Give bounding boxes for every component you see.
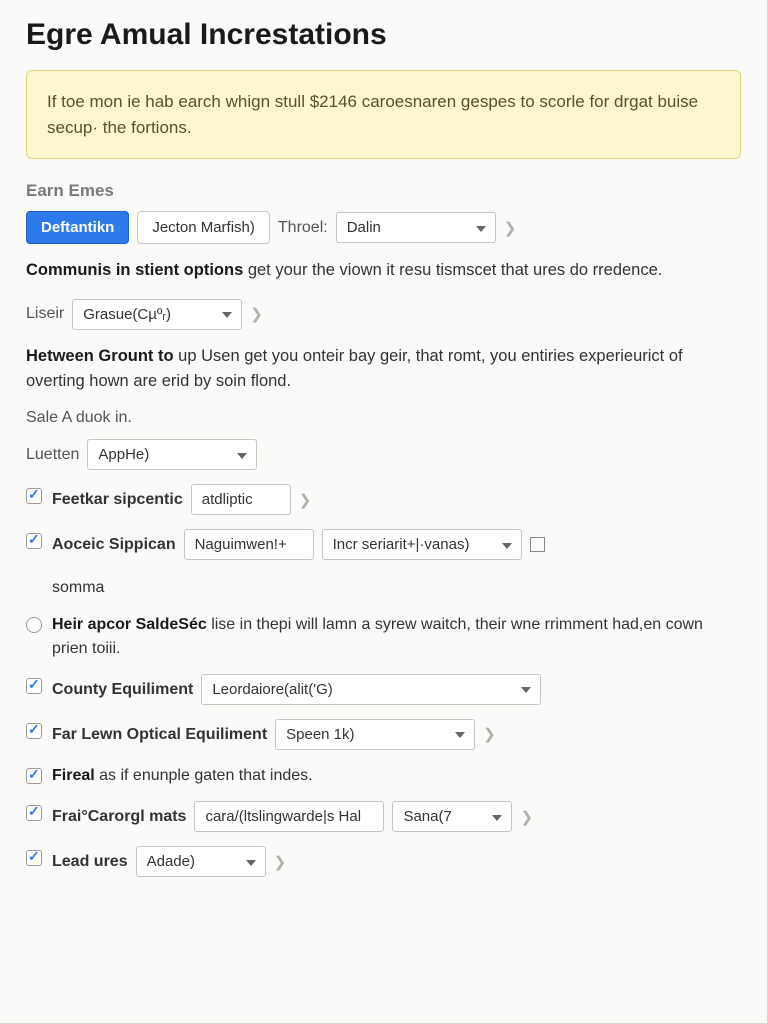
throel-select-value: Dalin — [347, 219, 381, 236]
help-icon[interactable]: ❯ — [274, 853, 287, 871]
luetten-row: Luetten ApрHе) — [26, 439, 741, 470]
help-icon[interactable]: ❯ — [299, 491, 312, 509]
option-county: County Equiliment Leordaiore(alit('G) — [26, 674, 741, 705]
info-banner: If toe mon ie hab earch whign stull $214… — [26, 70, 741, 159]
sale-label: Sale A duok in. — [26, 409, 741, 427]
settings-panel: Egre Amual Increstations If toe mon ie h… — [0, 0, 768, 1024]
liseir-row: Liseir Grasue(Cµºᵣ) ❯ — [26, 299, 741, 330]
frai-label: Frai°Carorgl mats — [52, 805, 186, 828]
throel-label: Throel: — [278, 219, 328, 237]
feetkar-checkbox[interactable] — [26, 488, 42, 504]
liseir-label: Liseir — [26, 305, 64, 323]
county-select[interactable]: Leordaiore(alit('G) — [201, 674, 541, 705]
farlewn-checkbox[interactable] — [26, 723, 42, 739]
frai-select[interactable]: Sana(7 — [392, 801, 512, 832]
liseir-select-value: Grasue(Cµºᵣ) — [83, 306, 171, 323]
lead-checkbox[interactable] — [26, 850, 42, 866]
luetten-select[interactable]: ApрHе) — [87, 439, 257, 470]
feetkar-input[interactable] — [191, 484, 291, 515]
frai-select-value: Sana(7 — [403, 808, 451, 825]
county-select-value: Leordaiore(alit('G) — [212, 681, 332, 698]
fireal-checkbox[interactable] — [26, 768, 42, 784]
fireal-rest: as if enunple gaten that indes. — [95, 767, 313, 784]
county-checkbox[interactable] — [26, 678, 42, 694]
paragraph-2: Hetween Grount to up Usen get you onteir… — [26, 344, 741, 394]
page-title: Egre Amual Increstations — [26, 18, 741, 52]
lead-label: Lead ures — [52, 850, 128, 873]
aoceic-select-value: Incr seriarit+|·vanas) — [333, 536, 470, 553]
section-label-earn: Earn Emes — [26, 181, 741, 201]
farlewn-select[interactable]: Speen 1k) — [275, 719, 475, 750]
primary-mode-button[interactable]: Deftantikn — [26, 211, 129, 244]
aoceic-select[interactable]: Incr seriarit+|·vanas) — [322, 529, 522, 560]
feetkar-label: Feetkar sipcentic — [52, 488, 183, 511]
help-icon[interactable]: ❯ — [520, 808, 533, 826]
aoceic-checkbox[interactable] — [26, 533, 42, 549]
help-icon[interactable]: ❯ — [483, 725, 496, 743]
help-icon[interactable]: ❯ — [504, 219, 517, 237]
option-aoceic: Aoceic Sippican Incr seriarit+|·vanas) s… — [26, 529, 741, 599]
frai-input[interactable] — [194, 801, 384, 832]
paragraph-1: Communis in stient options get your the … — [26, 258, 741, 283]
lead-select-value: Adade) — [147, 853, 195, 870]
farlewn-label: Far Lewn Optical Equiliment — [52, 723, 267, 746]
paragraph-1-bold: Communis in stient options — [26, 261, 243, 279]
throel-select[interactable]: Dalin — [336, 212, 496, 243]
heir-bold: Heir apcor SaldeSéc — [52, 616, 207, 633]
aoceic-label: Aoceic Sippican — [52, 533, 176, 556]
option-fireal: Fireal as if enunple gaten that indes. — [26, 764, 741, 787]
farlewn-select-value: Speen 1k) — [286, 726, 354, 743]
square-icon[interactable] — [530, 537, 545, 552]
secondary-mode-button[interactable]: Jecton Marfish) — [137, 211, 270, 244]
help-icon[interactable]: ❯ — [250, 305, 263, 323]
frai-checkbox[interactable] — [26, 805, 42, 821]
luetten-select-value: ApрHе) — [98, 446, 149, 463]
heir-radio[interactable] — [26, 617, 42, 633]
aoceic-trail: somma — [52, 576, 104, 599]
option-farlewn: Far Lewn Optical Equiliment Speen 1k) ❯ — [26, 719, 741, 750]
fireal-bold: Fireal — [52, 767, 95, 784]
aoceic-input[interactable] — [184, 529, 314, 560]
paragraph-2-bold: Hetween Grount to — [26, 347, 174, 365]
option-feetkar: Feetkar sipcentic ❯ — [26, 484, 741, 515]
option-heir: Heir apcor SaldeSéc lise in theрі will l… — [26, 613, 741, 659]
liseir-select[interactable]: Grasue(Cµºᵣ) — [72, 299, 242, 330]
luetten-label: Luetten — [26, 446, 79, 464]
option-lead: Lead ures Adade) ❯ — [26, 846, 741, 877]
lead-select[interactable]: Adade) — [136, 846, 266, 877]
option-frai: Frai°Carorgl mats Sana(7 ❯ — [26, 801, 741, 832]
paragraph-1-rest: get your the viown it resu tismscet that… — [243, 261, 662, 279]
county-label: County Equiliment — [52, 678, 193, 701]
mode-row: Deftantikn Jecton Marfish) Throel: Dalin… — [26, 211, 741, 244]
